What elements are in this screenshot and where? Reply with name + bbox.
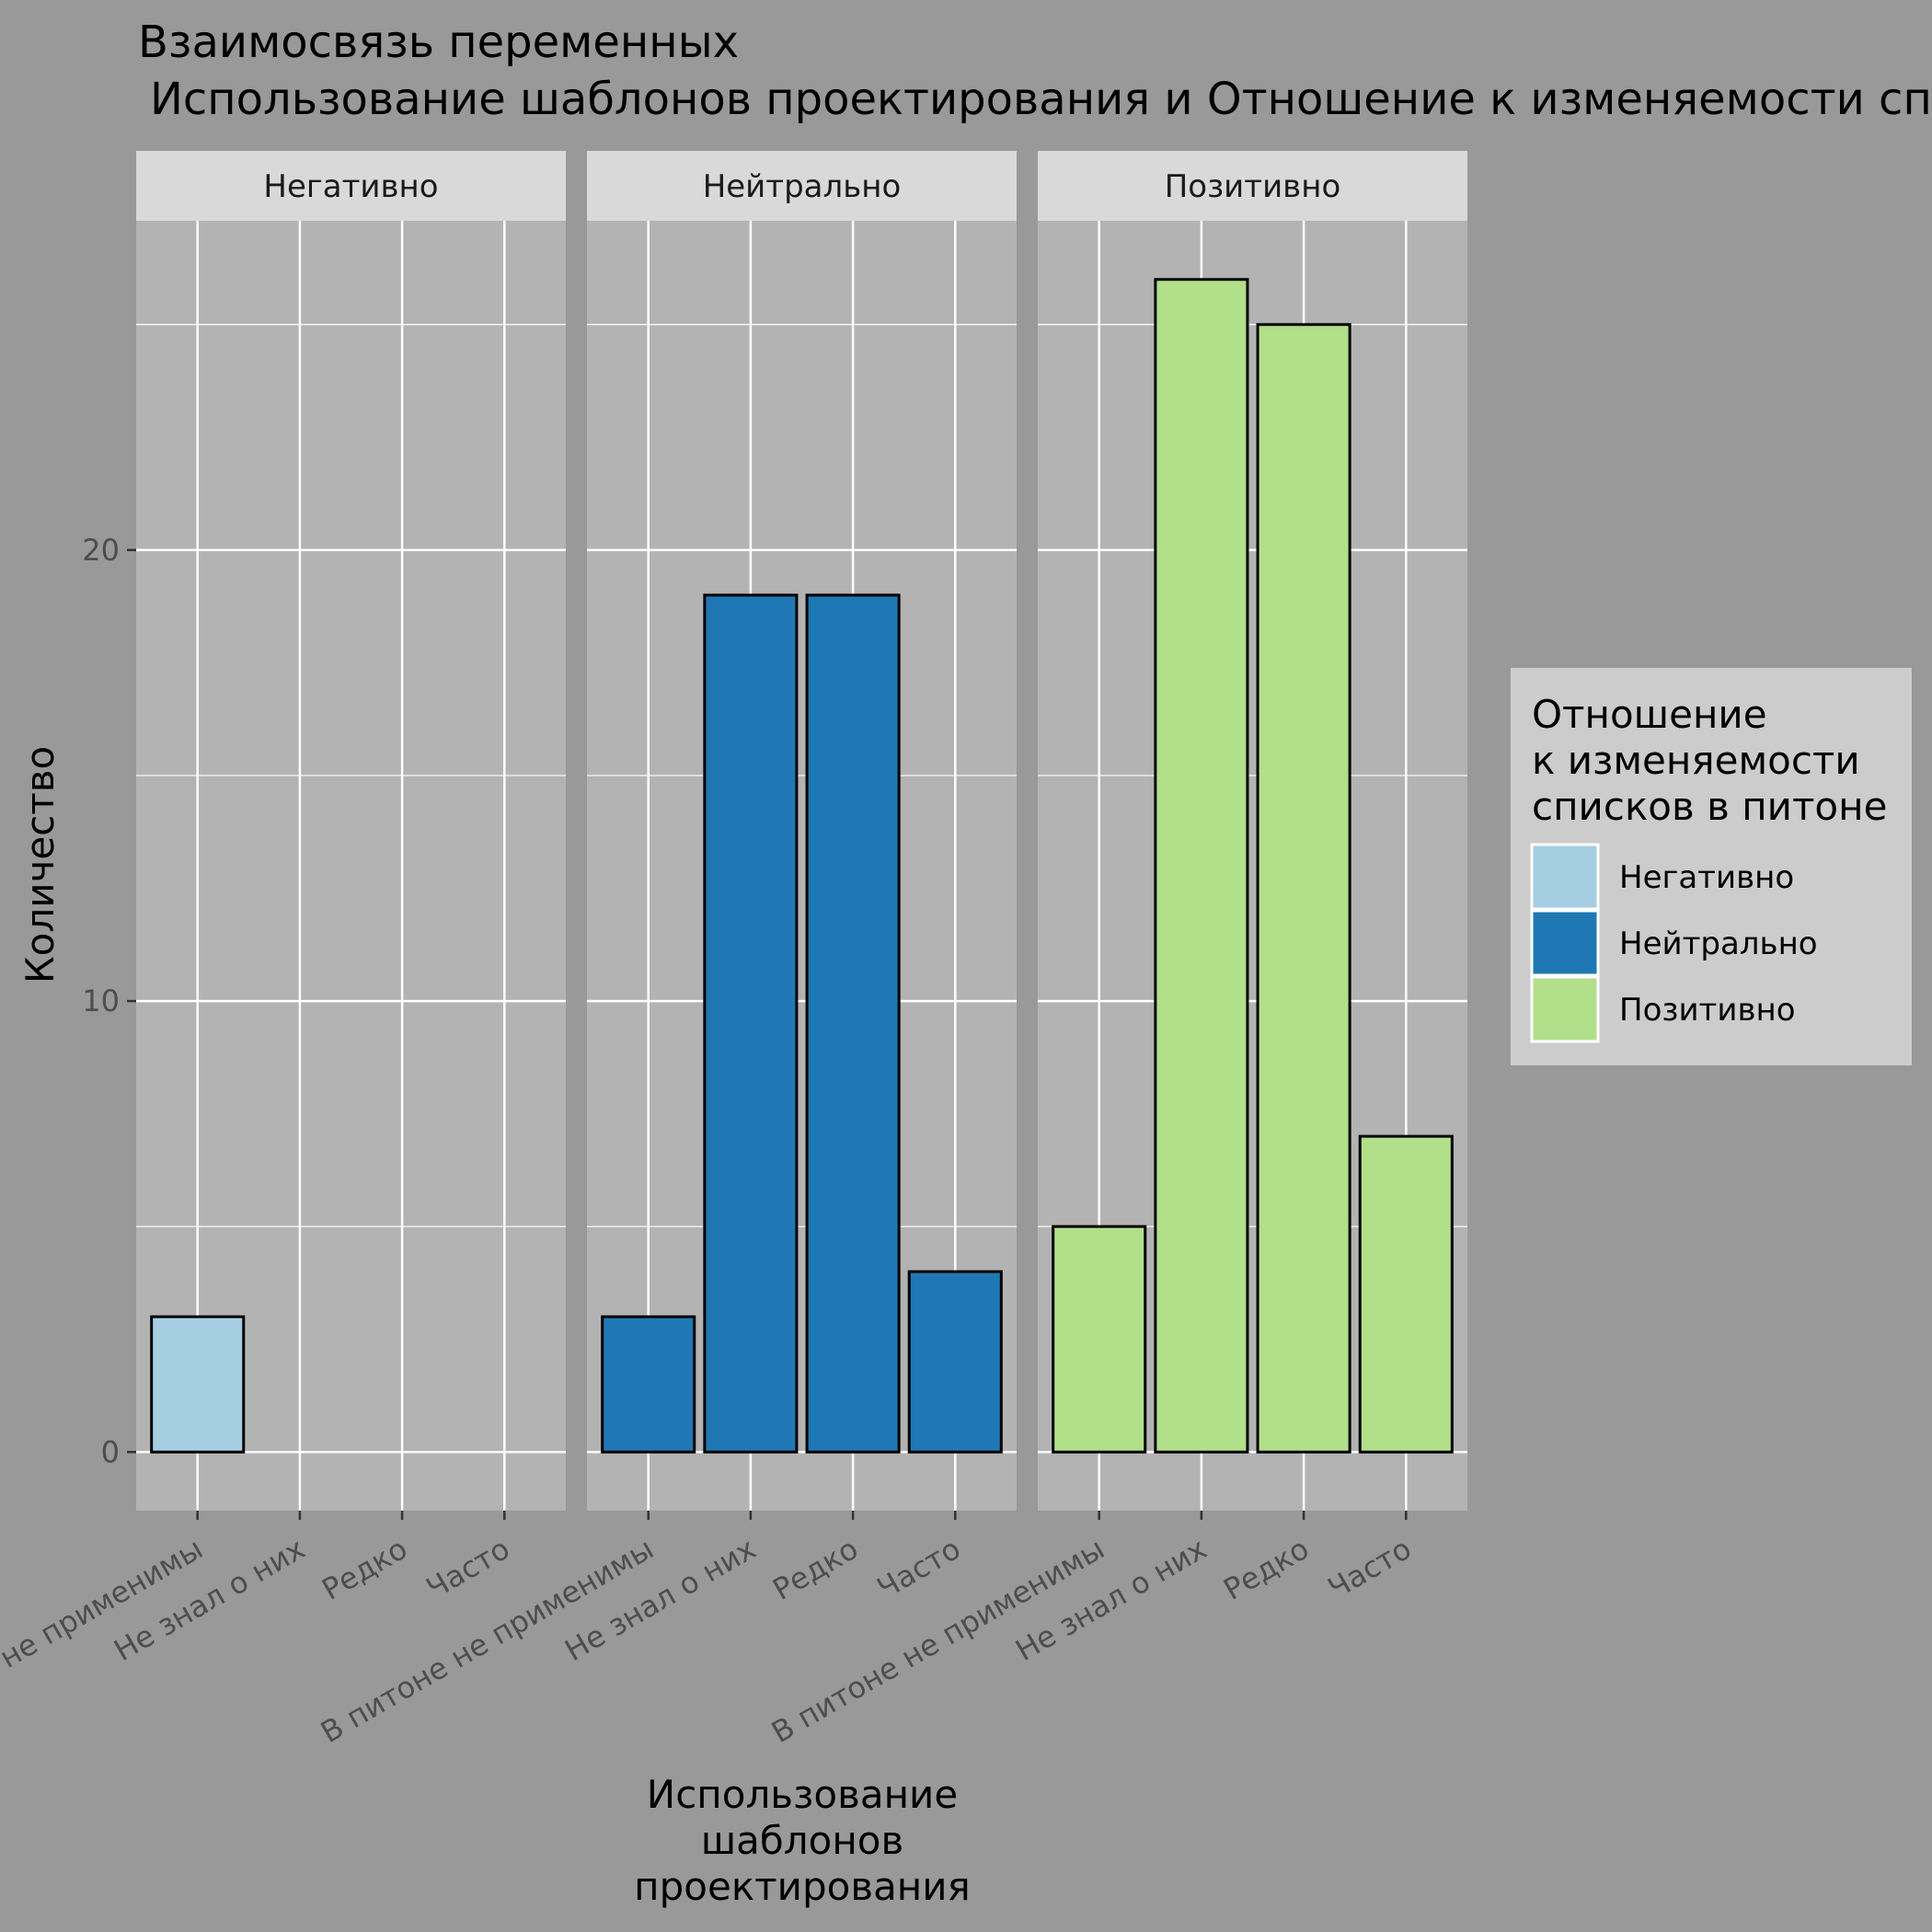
x-tick-label: Часто	[420, 1531, 515, 1606]
y-tick-label: 0	[101, 1434, 120, 1469]
legend-title-line-2: к изменяемости	[1532, 738, 1860, 783]
chart-title-line-2: Использование шаблонов проектирования и …	[150, 74, 1932, 125]
legend-key	[1530, 909, 1600, 977]
legend-title-line-1: Отношение	[1532, 692, 1767, 737]
legend-items: Негативно Нейтрально Позитивно	[1530, 843, 1818, 1043]
panel-background	[136, 221, 566, 1511]
x-tick-label: Часто	[871, 1531, 966, 1606]
x-tick-label: Редко	[316, 1531, 413, 1607]
facet-strip-label: Негативно	[263, 168, 438, 205]
bar	[150, 1315, 246, 1454]
bar	[1256, 323, 1351, 1454]
y-tick-label: 10	[82, 983, 120, 1018]
facet-strip-label: Позитивно	[1165, 168, 1341, 205]
facet-strip	[136, 151, 566, 221]
facet-strip	[587, 151, 1017, 221]
bar	[1052, 1225, 1147, 1454]
legend-key	[1530, 975, 1600, 1043]
legend-item-label: Негативно	[1619, 859, 1794, 896]
bar	[907, 1270, 1003, 1454]
y-axis-label: Количество	[17, 746, 63, 983]
facet-strip	[1038, 151, 1467, 221]
y-tick-label: 20	[82, 533, 120, 568]
x-axis-label-line-2: шаблонов	[701, 1818, 904, 1863]
bar	[1154, 278, 1249, 1454]
bar	[1358, 1134, 1454, 1454]
bar	[805, 593, 901, 1454]
x-tick-label: Часто	[1322, 1531, 1417, 1606]
legend-key	[1530, 843, 1600, 911]
x-tick-label: В питоне не применимы	[0, 1531, 209, 1750]
x-axis-label: Использование шаблонов проектирования	[634, 1772, 971, 1909]
x-tick-label: Редко	[766, 1531, 864, 1607]
x-tick-label: Редко	[1217, 1531, 1315, 1607]
bar	[601, 1315, 696, 1454]
legend: Отношение к изменяемости списков в питон…	[1511, 668, 1912, 1065]
chart-title-line-1: Взаимосвязь переменных	[138, 17, 739, 68]
legend-title-line-3: списков в питоне	[1532, 784, 1887, 829]
bar	[703, 593, 799, 1454]
legend-item-label: Позитивно	[1619, 992, 1796, 1029]
y-axis: 0 10 20	[82, 533, 136, 1469]
x-axis-label-line-3: проектирования	[634, 1864, 971, 1909]
x-axis-label-line-1: Использование	[647, 1772, 958, 1817]
legend-item-label: Нейтрально	[1619, 926, 1818, 962]
facet-strip-label: Нейтрально	[703, 168, 902, 205]
